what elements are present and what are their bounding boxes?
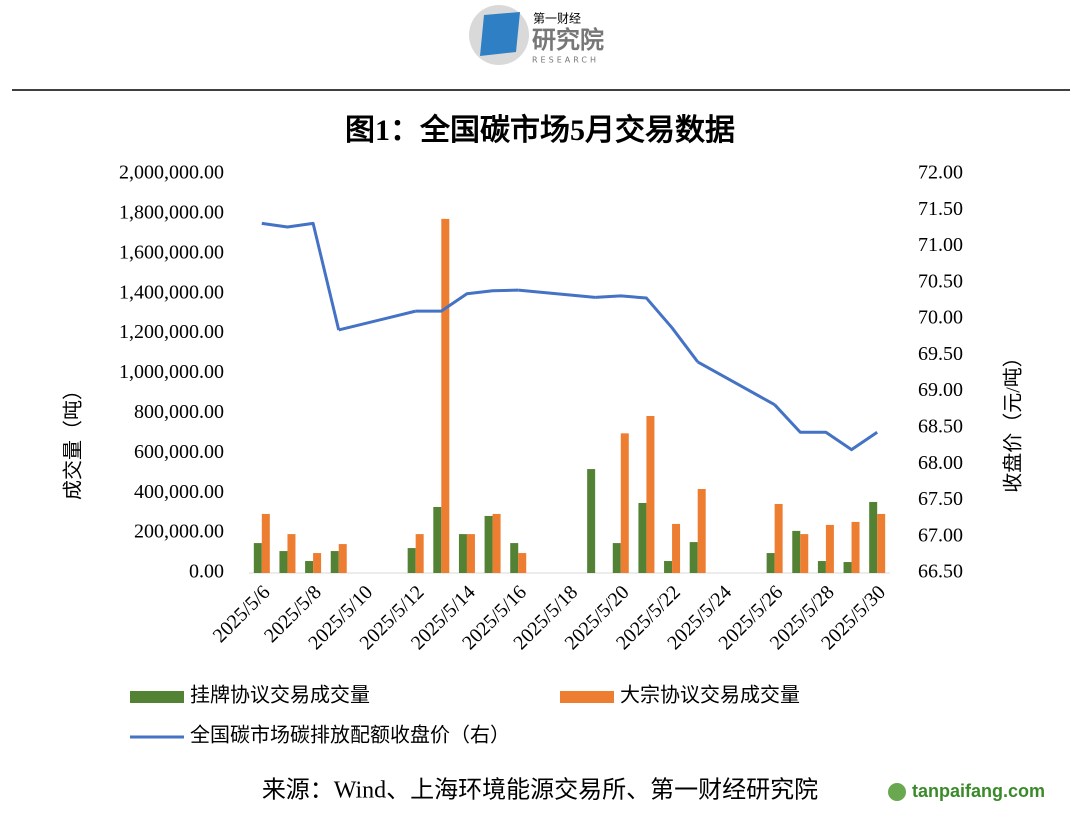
- y-axis-label: 成交量（吨）: [62, 380, 85, 500]
- y2-tick-label: 67.50: [918, 488, 963, 510]
- y2-tick-label: 71.00: [918, 234, 963, 256]
- bar: [279, 551, 288, 573]
- line-gap-connector: [696, 360, 776, 407]
- bar: [638, 502, 647, 573]
- bar: [766, 553, 775, 573]
- bar: [825, 524, 834, 573]
- bar: [458, 534, 467, 573]
- bar: [612, 543, 621, 573]
- line: [595, 294, 699, 363]
- legend-label: 大宗协议交易成交量: [620, 684, 800, 707]
- bar: [313, 553, 322, 573]
- y-tick-label: 800,000.00: [134, 401, 224, 423]
- bar: [869, 501, 878, 573]
- y-tick-label: 1,800,000.00: [119, 201, 224, 223]
- y-tick-label: 2,000,000.00: [119, 162, 224, 184]
- chart-title: 图1：全国碳市场5月交易数据: [345, 113, 735, 147]
- bar: [646, 415, 655, 573]
- bar: [877, 513, 886, 573]
- bar: [851, 521, 860, 573]
- bar: [817, 561, 826, 573]
- bar: [697, 489, 706, 573]
- bar: [510, 543, 519, 573]
- bar: [620, 433, 629, 573]
- y2-tick-label: 70.50: [918, 270, 963, 292]
- y-tick-label: 1,200,000.00: [119, 321, 224, 343]
- y-tick-label: 1,000,000.00: [119, 361, 224, 383]
- y2-tick-label: 70.00: [918, 307, 963, 329]
- bar: [484, 515, 493, 573]
- line: [261, 221, 341, 331]
- legend-swatch: [560, 691, 614, 703]
- bar: [287, 534, 296, 573]
- y-tick-label: 400,000.00: [134, 481, 224, 503]
- y-tick-label: 600,000.00: [134, 441, 224, 463]
- y2-tick-label: 71.50: [918, 198, 963, 220]
- y-tick-label: 1,400,000.00: [119, 281, 224, 303]
- logo-mark: [480, 12, 520, 56]
- logo-main: 研究院: [532, 26, 604, 54]
- source: 来源：Wind、上海环境能源交易所、第一财经研究院: [262, 777, 818, 804]
- bar: [492, 513, 501, 573]
- y2-tick-label: 72.00: [918, 162, 963, 184]
- logo-sub: RESEARCH: [532, 56, 599, 65]
- y2-tick-label: 67.00: [918, 524, 963, 546]
- watermark: tanpaifang.com: [912, 781, 1045, 801]
- y2-tick-label: 68.50: [918, 416, 963, 438]
- bar: [672, 523, 681, 573]
- logo-top: 第一财经: [533, 12, 581, 26]
- y2-tick-label: 69.00: [918, 379, 963, 401]
- bar: [800, 534, 809, 573]
- bar: [587, 469, 596, 573]
- bar: [338, 544, 347, 573]
- bar: [305, 561, 314, 573]
- bar: [843, 562, 852, 573]
- bar: [466, 534, 475, 573]
- bar: [253, 543, 262, 573]
- line-gap-connector: [518, 288, 596, 299]
- y2-tick-label: 68.00: [918, 452, 963, 474]
- bar: [407, 548, 416, 573]
- y-tick-label: 200,000.00: [134, 521, 224, 543]
- bar: [330, 551, 339, 573]
- bar: [774, 503, 783, 573]
- watermark-icon: [888, 783, 906, 801]
- legend-label: 全国碳市场碳排放配额收盘价（右）: [190, 724, 510, 747]
- bar: [261, 513, 270, 573]
- bar: [441, 218, 450, 573]
- line: [415, 288, 519, 313]
- y2-tick-label: 69.50: [918, 343, 963, 365]
- bar: [433, 506, 442, 573]
- y2-axis-label: 收盘价（元/吨）: [1002, 347, 1025, 493]
- bar: [664, 561, 673, 573]
- bar: [689, 542, 698, 573]
- bar: [792, 530, 801, 573]
- line-gap-connector: [338, 309, 417, 332]
- legend-swatch: [130, 691, 184, 703]
- bar: [518, 553, 527, 573]
- y-tick-label: 0.00: [189, 561, 224, 583]
- legend-label: 挂牌协议交易成交量: [190, 684, 370, 707]
- y2-tick-label: 66.50: [918, 561, 963, 583]
- bar: [415, 534, 424, 573]
- line: [773, 403, 879, 452]
- y-tick-label: 1,600,000.00: [119, 241, 224, 263]
- logo: 第一财经 研究院 RESEARCH: [469, 5, 604, 65]
